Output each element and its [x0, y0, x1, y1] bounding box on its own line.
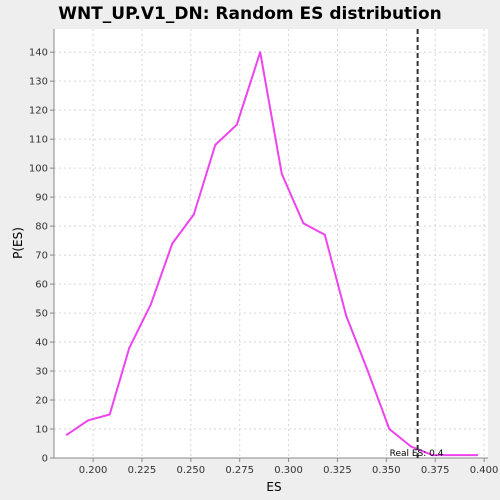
real-es-label: Real ES: 0.4: [390, 449, 444, 459]
data-point: [108, 413, 111, 416]
x-tick-label: 0.325: [323, 465, 352, 476]
grid: [54, 29, 488, 459]
y-tick-label: 0: [42, 454, 48, 465]
x-tick-label: 0.200: [79, 465, 108, 476]
data-point: [171, 242, 174, 245]
chart-title: WNT_UP.V1_DN: Random ES distribution: [58, 4, 442, 24]
y-tick-label: 110: [29, 135, 48, 146]
plot-area: [54, 29, 488, 458]
data-point: [192, 213, 195, 216]
x-tick-label: 0.400: [470, 465, 499, 476]
x-tick-label: 0.250: [177, 465, 206, 476]
data-point: [259, 51, 262, 54]
y-tick-label: 120: [29, 106, 48, 117]
y-tick-label: 60: [35, 280, 48, 291]
y-tick-label: 140: [29, 48, 48, 59]
data-point: [128, 346, 131, 349]
data-point: [388, 428, 391, 431]
y-tick-label: 70: [35, 251, 48, 262]
y-tick-label: 10: [35, 425, 48, 436]
x-tick-label: 0.225: [128, 465, 157, 476]
y-tick-label: 90: [35, 193, 48, 204]
data-point: [476, 454, 479, 457]
data-point: [149, 303, 152, 306]
x-tick-label: 0.275: [225, 465, 254, 476]
series-lines: [65, 51, 479, 457]
data-point: [345, 314, 348, 317]
series-line: [66, 51, 478, 457]
y-tick-label: 130: [29, 77, 48, 88]
x-axis-label: ES: [266, 480, 281, 494]
y-tick-label: 30: [35, 367, 48, 378]
data-point: [302, 222, 305, 225]
y-tick-label: 80: [35, 222, 48, 233]
data-point: [452, 454, 455, 457]
y-tick-label: 40: [35, 338, 48, 349]
data-point: [87, 419, 90, 422]
data-point: [65, 433, 68, 436]
y-tick-label: 50: [35, 309, 48, 320]
annotations: Real ES: 0.4: [390, 29, 444, 459]
data-point: [323, 233, 326, 236]
x-tick-label: 0.350: [372, 465, 401, 476]
data-point: [409, 445, 412, 448]
y-axis-label: P(ES): [11, 227, 25, 259]
data-point: [214, 143, 217, 146]
data-point: [366, 370, 369, 373]
data-point: [280, 172, 283, 175]
y-tick-label: 100: [29, 164, 48, 175]
data-point: [431, 454, 434, 457]
y-tick-label: 20: [35, 396, 48, 407]
x-tick-label: 0.300: [274, 465, 303, 476]
data-point: [235, 123, 238, 126]
axis-ticks: 0 10 20 30 40 50 60 70 80 90 100 110 120 130 140 0.200 0…: [29, 48, 499, 476]
x-tick-label: 0.375: [421, 465, 450, 476]
